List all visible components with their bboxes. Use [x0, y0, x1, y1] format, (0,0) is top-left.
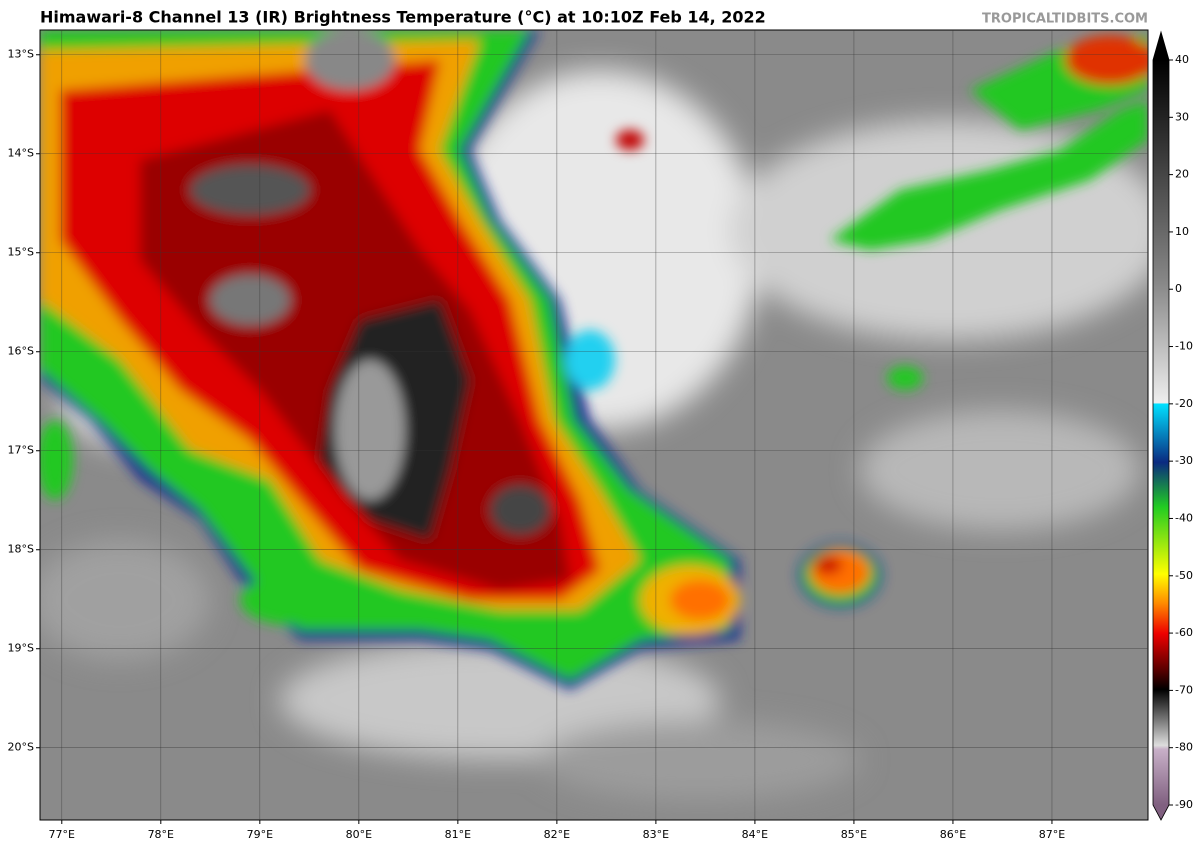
lon-tick-label: 79°E [247, 828, 273, 841]
lon-tick-label: 87°E [1039, 828, 1065, 841]
colorbar-tick-label: 40 [1175, 53, 1189, 66]
colorbar-tick-label: -10 [1175, 340, 1193, 353]
lat-tick-label: 13°S [8, 48, 34, 61]
lat-tick-label: 19°S [8, 642, 34, 655]
colorbar [1152, 30, 1170, 821]
colorbar-tick-label: 10 [1175, 225, 1189, 238]
credit: TROPICALTIDBITS.COM [982, 12, 1148, 27]
lon-tick-label: 85°E [841, 828, 867, 841]
lat-tick-label: 20°S [8, 741, 34, 754]
colorbar-tick-label: -90 [1175, 798, 1193, 811]
map-title: Himawari-8 Channel 13 (IR) Brightness Te… [40, 8, 766, 27]
colorbar-tick-label: -20 [1175, 397, 1193, 410]
colorbar-tick-label: -70 [1175, 683, 1193, 696]
lon-tick-label: 80°E [346, 828, 372, 841]
lat-tick-label: 16°S [8, 345, 34, 358]
lon-tick-label: 78°E [148, 828, 174, 841]
lat-tick-label: 18°S [8, 543, 34, 556]
satellite-image [40, 30, 1148, 820]
lon-tick-label: 81°E [445, 828, 471, 841]
lon-tick-label: 77°E [49, 828, 75, 841]
colorbar-tick-label: 20 [1175, 168, 1189, 181]
lon-tick-label: 83°E [643, 828, 669, 841]
lon-tick-label: 82°E [544, 828, 570, 841]
plot-frame [39, 29, 1149, 821]
lat-tick-label: 17°S [8, 444, 34, 457]
lon-tick-label: 84°E [742, 828, 768, 841]
colorbar-tick-label: -50 [1175, 569, 1193, 582]
colorbar-tick-label: -40 [1175, 511, 1193, 524]
lat-tick-label: 14°S [8, 147, 34, 160]
colorbar-tick-label: 0 [1175, 282, 1182, 295]
colorbar-tick-label: 30 [1175, 110, 1189, 123]
lon-tick-label: 86°E [940, 828, 966, 841]
colorbar-tick-label: -30 [1175, 454, 1193, 467]
colorbar-tick-label: -80 [1175, 741, 1193, 754]
lat-tick-label: 15°S [8, 246, 34, 259]
colorbar-tick-label: -60 [1175, 626, 1193, 639]
